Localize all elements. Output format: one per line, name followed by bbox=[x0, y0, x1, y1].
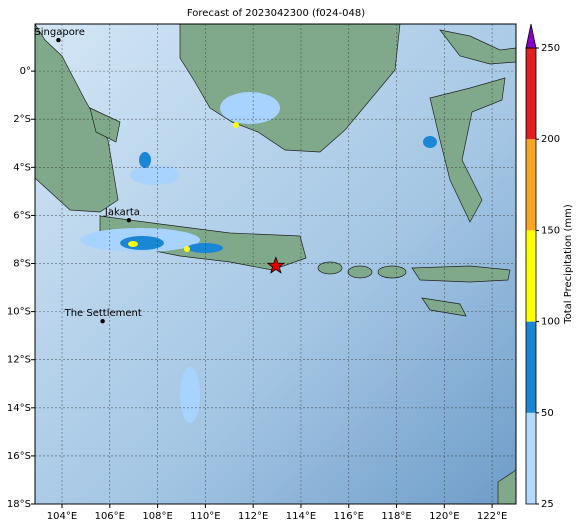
land bbox=[347, 265, 373, 279]
x-tick-label: 104°E bbox=[47, 511, 77, 522]
colorbar-tick-label: 25 bbox=[541, 499, 554, 510]
land bbox=[317, 261, 343, 275]
y-tick-label: 0° bbox=[20, 66, 31, 77]
x-tick-label: 118°E bbox=[381, 511, 411, 522]
rain-area bbox=[187, 243, 223, 253]
place-label: The Settlement bbox=[64, 308, 142, 319]
y-tick-label: 2°S bbox=[13, 114, 31, 125]
x-tick-label: 106°E bbox=[95, 511, 125, 522]
rain-area bbox=[120, 236, 164, 250]
rain-area bbox=[423, 136, 437, 148]
map-title: Forecast of 2023042300 (f024-048) bbox=[187, 8, 365, 19]
rain-area bbox=[233, 122, 239, 128]
colorbar-segment bbox=[526, 48, 536, 140]
place-marker bbox=[100, 319, 105, 324]
place-marker bbox=[126, 218, 132, 223]
rain-area bbox=[139, 152, 151, 168]
x-tick-label: 114°E bbox=[286, 511, 316, 522]
rain-area bbox=[130, 165, 180, 185]
land bbox=[377, 265, 407, 279]
colorbar-frame bbox=[525, 47, 537, 505]
colorbar-segment bbox=[526, 230, 536, 322]
colorbar-label: Total Precipitation (mm) bbox=[563, 204, 574, 325]
map-area bbox=[35, 24, 516, 504]
place-label: Singapore bbox=[34, 27, 84, 38]
x-tick-label: 110°E bbox=[190, 511, 220, 522]
y-tick-label: 12°S bbox=[7, 355, 31, 366]
colorbar-segment bbox=[526, 412, 536, 504]
land bbox=[439, 29, 516, 65]
colorbar-tick-label: 200 bbox=[541, 134, 560, 145]
y-tick-label: 8°S bbox=[13, 259, 31, 270]
land bbox=[411, 265, 511, 283]
colorbar-segment bbox=[526, 321, 536, 413]
colorbar-segment bbox=[526, 139, 536, 231]
x-tick-label: 122°E bbox=[477, 511, 507, 522]
colorbar-tick-label: 50 bbox=[541, 408, 554, 419]
y-tick-label: 16°S bbox=[7, 451, 31, 462]
place-label: Jakarta bbox=[104, 207, 140, 218]
y-tick-label: 6°S bbox=[13, 210, 31, 221]
land bbox=[429, 77, 506, 223]
place-marker bbox=[56, 37, 61, 43]
land bbox=[497, 469, 516, 504]
x-tick-label: 120°E bbox=[429, 511, 459, 522]
rain-area bbox=[184, 246, 190, 252]
x-tick-label: 116°E bbox=[334, 511, 364, 522]
rain-area bbox=[220, 92, 280, 124]
rain-area bbox=[180, 367, 200, 423]
y-tick-label: 18°S bbox=[7, 499, 31, 510]
x-tick-label: 112°E bbox=[238, 511, 268, 522]
colorbar-tick-label: 250 bbox=[541, 43, 560, 54]
x-tick-label: 108°E bbox=[142, 511, 172, 522]
rain-area bbox=[128, 241, 138, 247]
y-tick-label: 14°S bbox=[7, 403, 31, 414]
y-tick-label: 10°S bbox=[7, 307, 31, 318]
colorbar-tick-label: 100 bbox=[541, 317, 560, 328]
colorbar-tick-label: 150 bbox=[541, 225, 560, 236]
location-star bbox=[266, 256, 286, 274]
colorbar-extend bbox=[525, 23, 537, 49]
y-tick-label: 4°S bbox=[13, 162, 31, 173]
